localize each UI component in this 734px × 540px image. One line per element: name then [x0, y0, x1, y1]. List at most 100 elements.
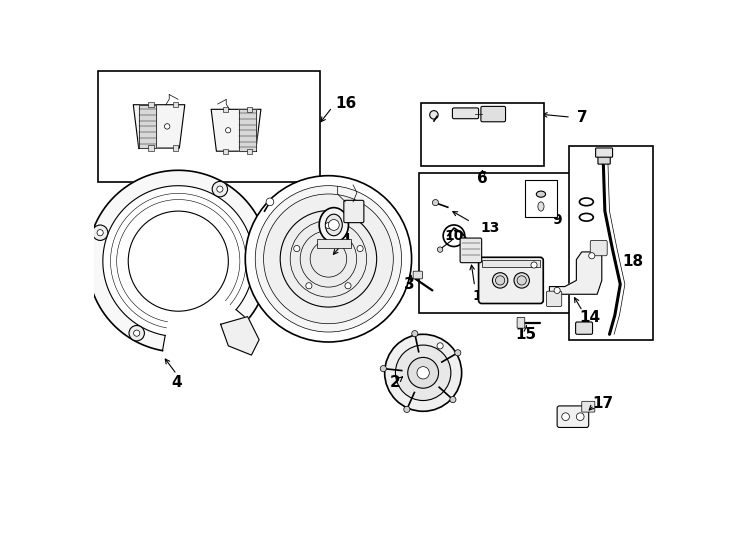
Circle shape	[517, 276, 526, 285]
Circle shape	[345, 282, 351, 289]
Circle shape	[380, 366, 386, 372]
FancyBboxPatch shape	[557, 406, 589, 428]
Circle shape	[404, 406, 410, 413]
Circle shape	[495, 276, 505, 285]
Text: 3: 3	[404, 276, 415, 292]
Text: 2: 2	[390, 375, 401, 389]
Circle shape	[217, 186, 223, 192]
Bar	[421, 103, 544, 166]
Ellipse shape	[538, 202, 544, 211]
Circle shape	[164, 124, 170, 129]
Bar	[148, 145, 153, 151]
FancyBboxPatch shape	[590, 240, 607, 256]
Text: 8: 8	[435, 119, 445, 133]
Circle shape	[357, 246, 363, 252]
Text: 5: 5	[269, 202, 280, 217]
Polygon shape	[139, 105, 156, 148]
Bar	[418, 173, 580, 313]
Polygon shape	[221, 316, 259, 355]
Circle shape	[306, 282, 312, 289]
Bar	[172, 102, 178, 107]
Circle shape	[429, 111, 438, 119]
Circle shape	[493, 273, 508, 288]
Circle shape	[514, 273, 529, 288]
Ellipse shape	[319, 208, 349, 242]
Circle shape	[134, 330, 139, 336]
Text: 15: 15	[516, 327, 537, 342]
Text: 17: 17	[593, 396, 614, 411]
Text: 16: 16	[335, 96, 357, 111]
Text: 9: 9	[552, 213, 562, 227]
Circle shape	[328, 220, 339, 231]
Polygon shape	[550, 252, 602, 294]
Bar	[317, 239, 351, 248]
Circle shape	[455, 350, 461, 356]
Circle shape	[128, 211, 228, 311]
Circle shape	[437, 247, 443, 252]
Text: 13: 13	[481, 221, 500, 235]
Text: 12: 12	[473, 289, 493, 303]
Circle shape	[396, 345, 451, 401]
FancyBboxPatch shape	[582, 401, 595, 412]
Text: 18: 18	[622, 254, 643, 268]
Circle shape	[225, 127, 230, 133]
Circle shape	[212, 181, 228, 197]
Text: 14: 14	[580, 310, 601, 325]
Bar	[98, 71, 320, 182]
FancyBboxPatch shape	[479, 257, 543, 303]
Circle shape	[325, 222, 332, 228]
Polygon shape	[134, 105, 185, 148]
Circle shape	[417, 367, 429, 379]
Circle shape	[450, 396, 456, 403]
Polygon shape	[211, 109, 261, 151]
FancyBboxPatch shape	[460, 238, 482, 262]
Circle shape	[255, 186, 401, 332]
FancyBboxPatch shape	[575, 322, 592, 334]
Bar	[223, 107, 228, 112]
Bar	[172, 145, 178, 151]
Circle shape	[589, 253, 595, 259]
Circle shape	[264, 194, 393, 323]
Bar	[247, 148, 252, 154]
Polygon shape	[87, 170, 269, 350]
Circle shape	[97, 230, 103, 236]
Ellipse shape	[537, 191, 545, 197]
Text: 6: 6	[477, 171, 488, 186]
Circle shape	[412, 330, 418, 337]
Circle shape	[408, 357, 438, 388]
Circle shape	[385, 334, 462, 411]
Circle shape	[129, 326, 145, 341]
Polygon shape	[239, 109, 255, 151]
Circle shape	[280, 211, 377, 307]
Circle shape	[92, 225, 108, 240]
Bar	[482, 260, 540, 267]
FancyBboxPatch shape	[595, 148, 613, 157]
Circle shape	[576, 413, 584, 421]
FancyBboxPatch shape	[452, 108, 479, 119]
Circle shape	[554, 287, 560, 294]
FancyBboxPatch shape	[598, 156, 610, 164]
Circle shape	[310, 240, 346, 277]
Circle shape	[245, 176, 412, 342]
FancyBboxPatch shape	[413, 271, 422, 279]
FancyBboxPatch shape	[344, 200, 364, 222]
FancyBboxPatch shape	[517, 318, 525, 328]
Bar	[570, 146, 653, 340]
Circle shape	[290, 220, 367, 297]
Circle shape	[531, 262, 537, 268]
Ellipse shape	[325, 214, 342, 236]
Text: 4: 4	[172, 375, 182, 389]
Bar	[223, 148, 228, 154]
Circle shape	[562, 413, 570, 421]
Circle shape	[300, 231, 357, 287]
Text: 10: 10	[444, 229, 464, 243]
Circle shape	[294, 246, 300, 252]
Text: 7: 7	[577, 110, 588, 125]
FancyBboxPatch shape	[546, 291, 562, 307]
Text: 1: 1	[341, 233, 352, 248]
FancyBboxPatch shape	[481, 106, 506, 122]
Circle shape	[432, 200, 438, 206]
Bar	[148, 102, 153, 107]
Circle shape	[266, 198, 274, 206]
Bar	[247, 107, 252, 112]
